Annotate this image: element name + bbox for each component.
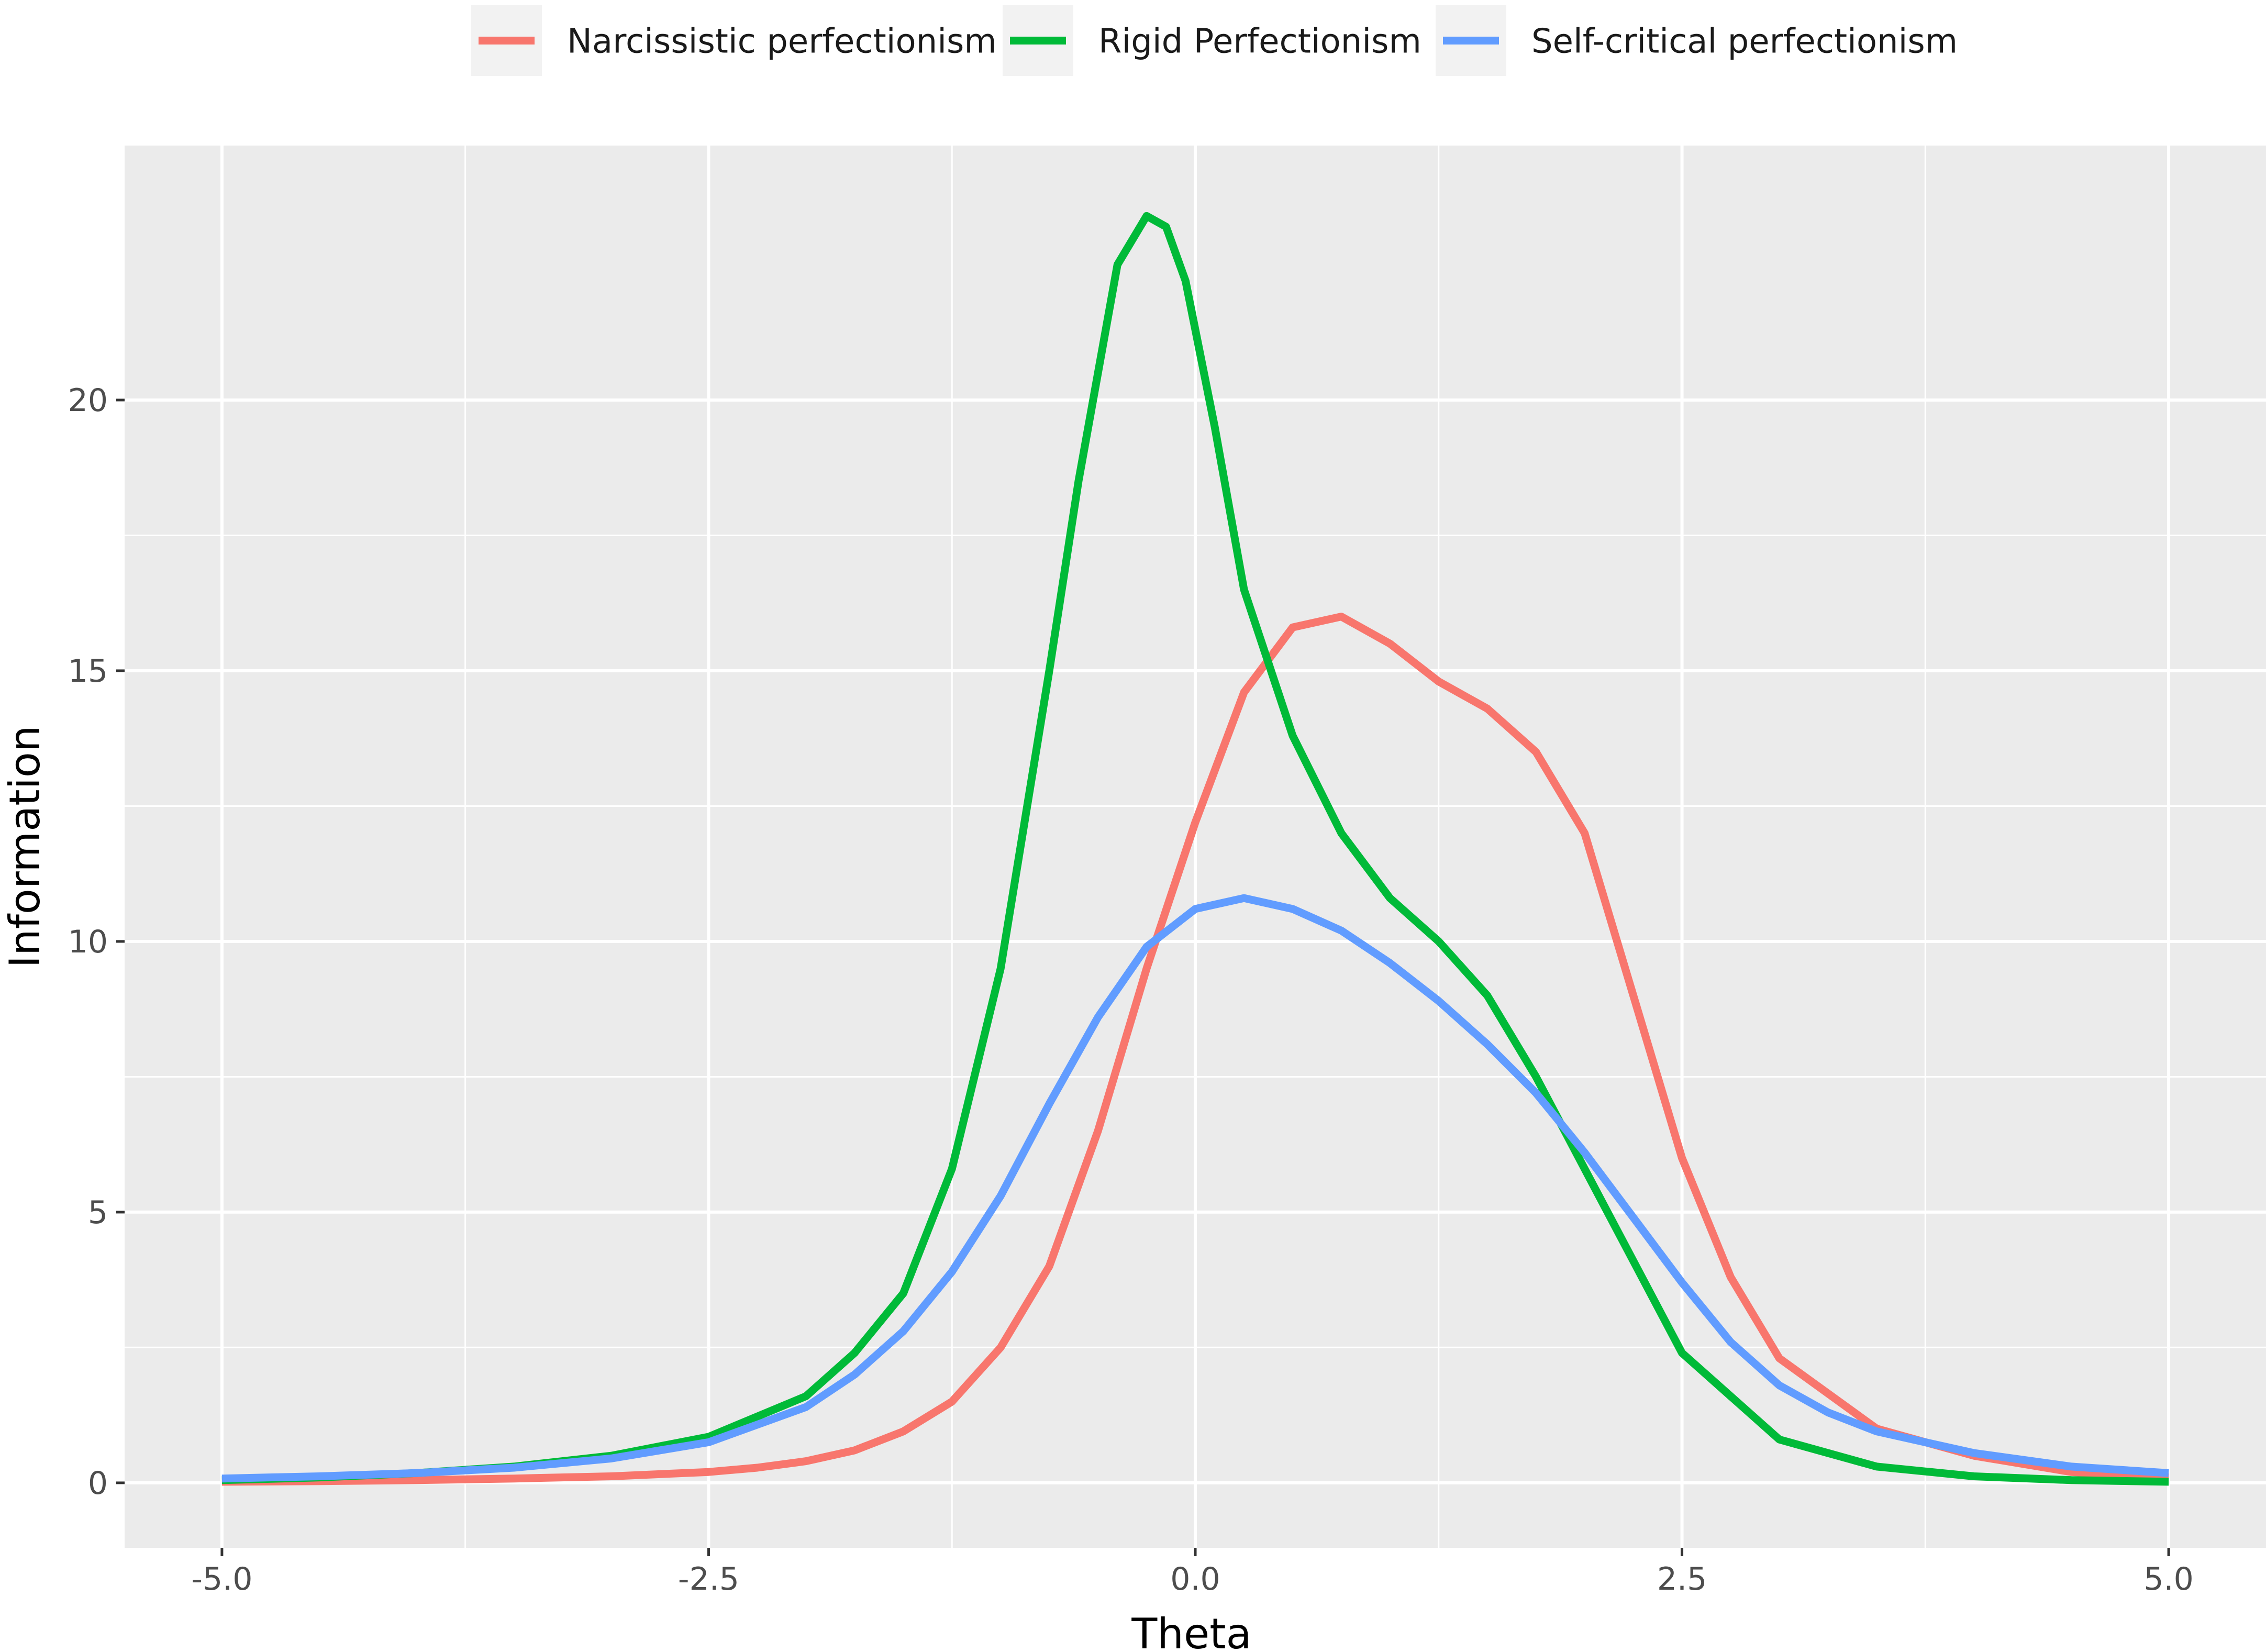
x-tick-label: -2.5 — [678, 1561, 739, 1598]
y-tick-label: 15 — [68, 653, 108, 690]
series-line-2 — [221, 212, 2169, 1486]
legend: Narcissistic perfectionism Rigid Perfecti… — [471, 5, 1958, 76]
y-tick-label: 20 — [68, 382, 108, 419]
x-tick-label: 5.0 — [2143, 1561, 2193, 1598]
x-axis-ticks: -5.0 -2.5 0.0 2.5 5.0 — [191, 1548, 2194, 1598]
series-line-1 — [221, 613, 2169, 1486]
x-axis-title: Theta — [1131, 1610, 1251, 1652]
legend-label-1: Narcissistic perfectionism — [567, 23, 997, 61]
series-line-3 — [221, 894, 2169, 1483]
x-tick-label: -5.0 — [191, 1561, 252, 1598]
legend-label-2: Rigid Perfectionism — [1098, 23, 1421, 61]
y-axis-ticks: 0 5 10 15 20 — [68, 382, 125, 1502]
y-tick-label: 5 — [88, 1194, 108, 1231]
series-lines — [221, 212, 2169, 1486]
x-tick-label: 0.0 — [1170, 1561, 1220, 1598]
x-tick-label: 2.5 — [1657, 1561, 1707, 1598]
legend-label-3: Self-critical perfectionism — [1531, 23, 1958, 61]
y-tick-label: 10 — [68, 924, 108, 960]
y-tick-label: 0 — [88, 1465, 108, 1502]
major-gridlines — [125, 146, 2266, 1548]
y-axis-title: Information — [1, 725, 49, 968]
